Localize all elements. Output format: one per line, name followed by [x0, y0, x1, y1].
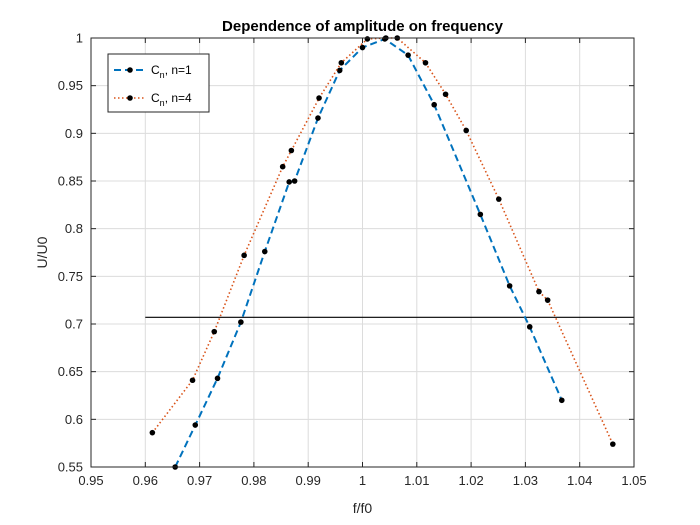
y-tick-label: 0.65 [58, 364, 83, 379]
data-point [364, 36, 371, 42]
legend-marker [127, 95, 133, 101]
data-point [477, 211, 484, 218]
data-point [359, 44, 366, 51]
data-point [214, 375, 221, 382]
data-point [286, 179, 292, 185]
y-tick-label: 0.7 [65, 317, 83, 332]
data-point [211, 328, 218, 335]
data-point [338, 59, 345, 66]
data-point [279, 163, 286, 170]
y-tick-label: 0.6 [65, 412, 83, 427]
data-point [241, 252, 247, 259]
x-tick-label: 1 [359, 473, 366, 488]
y-tick-label: 0.95 [58, 78, 83, 93]
data-point [536, 288, 542, 295]
x-tick-label: 1.03 [513, 473, 538, 488]
chart-title: Dependence of amplitude on frequency [222, 18, 504, 35]
axis-ticks: 0.95 0.96 0.97 0.98 0.99 1 1.01 1.02 1.03 1.04 1.0… [58, 31, 647, 489]
legend-marker [127, 67, 133, 73]
y-tick-label: 0.75 [58, 269, 83, 284]
data-point [431, 101, 437, 108]
data-point [336, 67, 343, 74]
legend-main: C [151, 63, 160, 77]
data-point [261, 248, 268, 255]
data-point [558, 397, 565, 404]
legend-item: Cn, n=1 [114, 63, 192, 80]
x-tick-label: 1.04 [567, 473, 592, 488]
data-point [316, 95, 322, 101]
legend-main: C [151, 91, 160, 105]
x-tick-label: 1.01 [404, 473, 429, 488]
data-point [238, 319, 244, 325]
legend-label: Cn, n=4 [151, 91, 192, 108]
data-point [610, 441, 616, 447]
x-axis-label: f/f0 [353, 500, 373, 516]
y-axis-label: U/U0 [34, 236, 50, 268]
x-tick-label: 0.98 [241, 473, 266, 488]
x-tick-label: 0.97 [187, 473, 212, 488]
data-point [526, 324, 533, 330]
data-point [192, 422, 199, 428]
x-tick-label: 0.99 [296, 473, 321, 488]
legend-item: Cn, n=4 [114, 91, 192, 108]
y-tick-label: 0.85 [58, 174, 83, 189]
x-tick-label: 0.96 [133, 473, 158, 488]
y-tick-label: 1 [76, 31, 83, 46]
data-point [422, 59, 429, 66]
data-point [291, 178, 298, 184]
data-point [288, 147, 295, 154]
legend-label: Cn, n=1 [151, 63, 192, 80]
data-point [405, 52, 411, 58]
series-1 [172, 36, 565, 470]
legend: Cn, n=1Cn, n=4 [107, 53, 210, 113]
y-tick-label: 0.8 [65, 221, 83, 236]
legend-subscript: n [160, 98, 165, 108]
data-point [495, 196, 502, 202]
legend-subscript: n [160, 70, 165, 80]
legend-rest: , n=1 [165, 63, 192, 77]
data-point [463, 127, 470, 134]
series-layer [149, 35, 616, 470]
data-point [506, 283, 513, 289]
data-point [315, 115, 321, 121]
x-tick-label: 0.95 [78, 473, 103, 488]
legend-rest: , n=4 [165, 91, 192, 105]
x-tick-label: 1.05 [621, 473, 646, 488]
data-point [149, 429, 156, 436]
data-point [544, 297, 551, 303]
legend-box [107, 53, 210, 113]
data-point [189, 377, 196, 384]
y-tick-label: 0.55 [58, 460, 83, 475]
x-tick-label: 1.02 [458, 473, 483, 488]
y-tick-label: 0.9 [65, 126, 83, 141]
data-point [442, 91, 449, 98]
